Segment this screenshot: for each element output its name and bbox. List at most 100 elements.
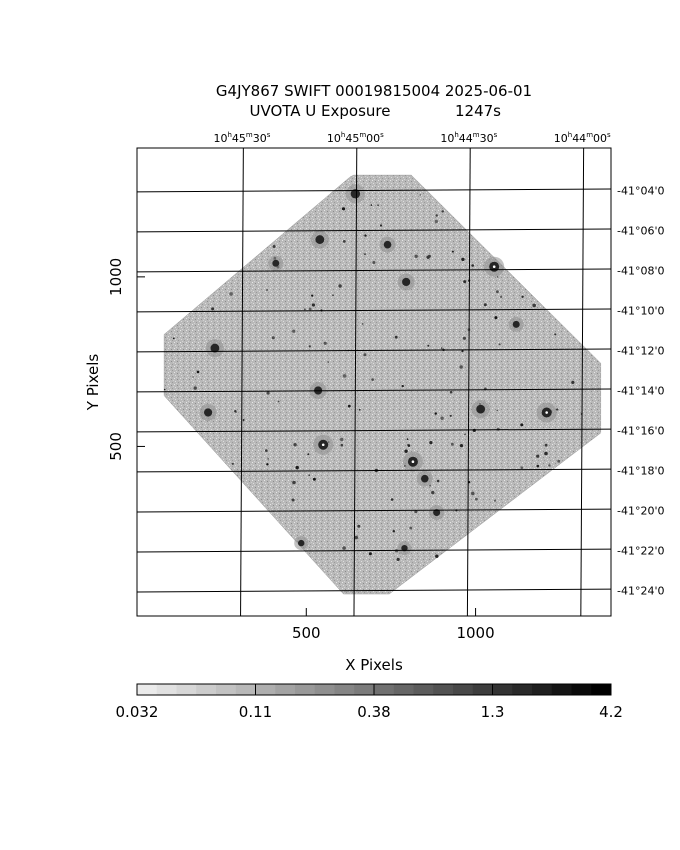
colorbar-step (433, 684, 454, 695)
colorbar-step (571, 684, 592, 695)
faint-source (172, 337, 175, 340)
faint-source (292, 329, 296, 333)
faint-source (292, 480, 296, 485)
y-axis-label: Y Pixels (84, 354, 102, 412)
faint-source (311, 294, 314, 297)
faint-source (379, 224, 383, 227)
source-core (512, 320, 520, 328)
source-core (383, 240, 392, 249)
faint-source (357, 524, 361, 528)
faint-source (436, 479, 440, 483)
faint-source (464, 433, 466, 436)
faint-source (431, 490, 435, 495)
faint-source (311, 303, 315, 307)
faint-source (450, 442, 454, 446)
bright-source (199, 404, 217, 422)
faint-source (520, 423, 524, 427)
dec-gridline (137, 348, 611, 353)
faint-source (494, 499, 496, 502)
colorbar-tick-label: 0.38 (357, 703, 390, 721)
faint-source (392, 530, 395, 533)
bright-source (429, 505, 445, 521)
colorbar-tick-label: 0.11 (239, 703, 272, 721)
bright-source (310, 230, 329, 249)
colorbar-step (492, 684, 513, 695)
faint-source (271, 336, 275, 340)
colorbar-step (196, 684, 217, 695)
faint-source (401, 384, 404, 388)
dec-gridline (137, 428, 611, 433)
colorbar-step (334, 684, 355, 695)
dec-gridline (137, 508, 611, 513)
faint-source (308, 345, 311, 348)
faint-source (242, 419, 245, 421)
dec-gridline (137, 228, 611, 233)
dec-label: -41°14'0 (617, 384, 665, 397)
faint-source (429, 441, 433, 445)
bright-source (397, 273, 415, 291)
faint-source (277, 400, 280, 403)
faint-source (520, 466, 524, 470)
faint-source (414, 510, 418, 514)
faint-source (427, 254, 431, 258)
colorbar-step (314, 684, 335, 695)
faint-source (497, 276, 499, 278)
x-tick-label: 500 (292, 624, 321, 642)
chart-title: G4JY867 SWIFT 00019815004 2025-06-01 (216, 82, 532, 100)
colorbar-tick-label: 0.032 (116, 703, 159, 721)
colorbar-step (354, 684, 375, 695)
colorbar-tick-label: 4.2 (599, 703, 623, 721)
faint-source (554, 333, 557, 336)
source-core (204, 408, 213, 417)
faint-source (441, 347, 443, 349)
faint-source (341, 207, 346, 211)
source-core (210, 343, 220, 353)
faint-source (461, 350, 464, 353)
faint-source (358, 408, 361, 411)
source-core (420, 474, 429, 483)
dec-label: -41°22'0 (617, 545, 665, 558)
faint-source (429, 484, 431, 487)
y-tick-label: 500 (107, 432, 125, 461)
faint-source (193, 386, 197, 390)
dec-gridline (137, 268, 611, 273)
dec-gridline (137, 388, 611, 393)
dec-gridline (137, 468, 611, 473)
source-core (476, 404, 486, 414)
faint-source (272, 245, 276, 248)
colorbar-step (591, 684, 612, 695)
faint-source (536, 464, 540, 468)
faint-source (521, 295, 524, 298)
faint-source (163, 388, 166, 391)
colorbar-step (275, 684, 296, 695)
dec-label: -41°04'0 (617, 184, 665, 197)
bright-source (536, 402, 557, 423)
faint-source (571, 380, 575, 384)
ra-label: 10h45m30s (213, 131, 270, 145)
dec-gridline (137, 548, 611, 553)
faint-source (308, 474, 311, 477)
faint-source (463, 280, 467, 284)
bright-source (313, 434, 334, 455)
source-saturated-center (321, 443, 325, 447)
x-axis-label: X Pixels (345, 656, 403, 674)
faint-source (390, 498, 394, 501)
colorbar-step (374, 684, 395, 695)
faint-source (532, 303, 536, 308)
dec-gridline (137, 588, 611, 593)
faint-source (266, 289, 268, 291)
colorbar-step (255, 684, 276, 695)
faint-source (371, 378, 374, 381)
source-core (401, 544, 408, 552)
faint-source (500, 295, 503, 298)
colorbar-step (176, 684, 197, 695)
faint-source (440, 416, 444, 420)
chart-subtitle: UVOTA U Exposure (250, 102, 391, 120)
source-core (298, 539, 305, 547)
faint-source (293, 443, 297, 447)
faint-source (548, 464, 551, 467)
plot-area: 500 1000 500 1000 10h45m30s 10h45m00s 10h44m30… (107, 131, 665, 642)
colorbar: 0.032 0.11 0.38 1.3 4.2 (116, 683, 623, 721)
faint-source (435, 214, 438, 217)
